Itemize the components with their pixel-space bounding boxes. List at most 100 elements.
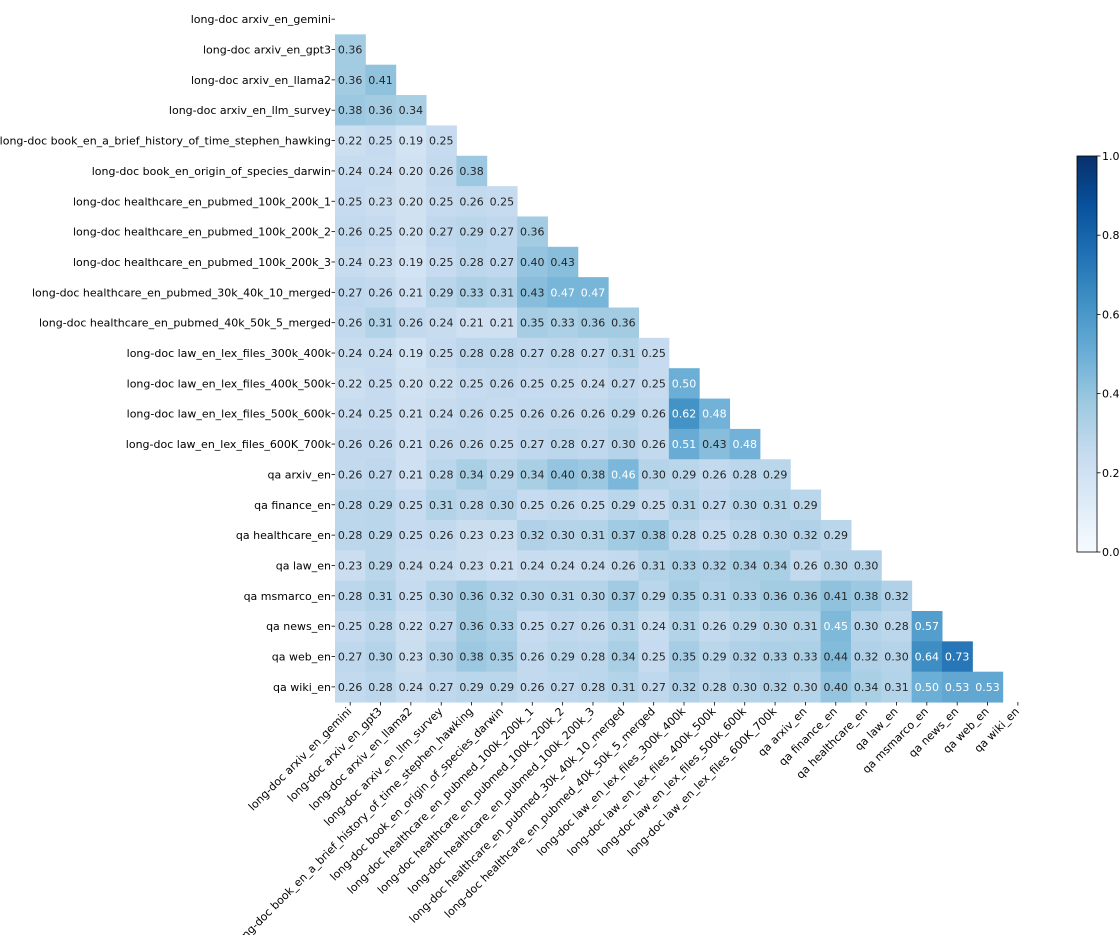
cell-value-label: 0.27 (581, 438, 606, 451)
heatmap-cell (395, 489, 427, 521)
cell-value-label: 0.23 (338, 559, 363, 572)
heatmap-cell (517, 246, 548, 278)
cell-value-label: 0.32 (520, 529, 545, 542)
cell-value-label: 0.38 (854, 590, 879, 603)
cell-value-label: 0.62 (672, 408, 697, 421)
y-tick-label: qa web_en (272, 651, 331, 664)
heatmap-cell (820, 519, 852, 551)
cell-value-label: 0.35 (672, 590, 697, 603)
heatmap-cell (547, 459, 579, 491)
heatmap-cell (486, 459, 518, 491)
heatmap-cell (395, 337, 427, 369)
cell-value-label: 0.24 (429, 559, 454, 572)
cell-value-label: 0.26 (368, 438, 393, 451)
cell-value-label: 0.37 (611, 590, 636, 603)
cell-value-label: 0.31 (641, 559, 666, 572)
cell-value-label: 0.33 (459, 286, 484, 299)
cell-value-label: 0.26 (429, 529, 454, 542)
heatmap-cell (699, 550, 731, 582)
heatmap-cell (759, 489, 791, 521)
heatmap-cell (517, 428, 548, 460)
heatmap-cell (790, 641, 822, 673)
cell-value-label: 0.28 (459, 347, 484, 360)
heatmap-cell (668, 459, 700, 491)
heatmap-cell (517, 641, 548, 673)
heatmap-cell (395, 368, 427, 400)
cell-value-label: 0.31 (429, 499, 454, 512)
cell-value-label: 0.48 (702, 408, 727, 421)
cell-value-label: 0.30 (824, 559, 849, 572)
heatmap-cell (456, 398, 488, 430)
cell-value-label: 0.28 (732, 529, 757, 542)
heatmap-cell (577, 550, 609, 582)
cell-value-label: 0.24 (338, 347, 363, 360)
cell-value-label: 0.35 (520, 317, 545, 330)
cell-value-label: 0.36 (459, 590, 484, 603)
cell-value-label: 0.28 (459, 256, 484, 269)
heatmap-cell (547, 489, 579, 521)
heatmap-cell (486, 368, 518, 400)
cell-value-label: 0.25 (641, 377, 666, 390)
cell-value-label: 0.36 (763, 590, 788, 603)
cell-value-label: 0.31 (793, 620, 818, 633)
cell-value-label: 0.25 (520, 620, 545, 633)
cell-value-label: 0.43 (702, 438, 727, 451)
heatmap-cell (335, 428, 366, 460)
cell-value-label: 0.25 (641, 347, 666, 360)
cell-value-label: 0.30 (368, 651, 393, 664)
heatmap-cell (335, 34, 366, 66)
cell-value-label: 0.26 (338, 681, 363, 694)
cell-value-label: 0.25 (368, 135, 393, 148)
heatmap-cell (608, 368, 639, 400)
heatmap-cell (668, 489, 700, 521)
cell-value-label: 0.25 (641, 499, 666, 512)
heatmap-cell (850, 641, 882, 673)
heatmap-cell (395, 459, 427, 491)
heatmap-cell (911, 611, 943, 642)
cell-value-label: 0.27 (520, 347, 545, 360)
heatmap-cell (456, 641, 488, 673)
heatmap-cell (608, 307, 639, 339)
cell-value-label: 0.33 (793, 651, 818, 664)
heatmap-cell (699, 611, 731, 642)
cell-value-label: 0.31 (490, 286, 515, 299)
cell-value-label: 0.26 (702, 468, 727, 481)
cell-value-label: 0.26 (338, 226, 363, 239)
cell-value-label: 0.26 (338, 317, 363, 330)
heatmap-cell (638, 580, 670, 612)
heatmap-cell (699, 641, 731, 673)
heatmap-cell (517, 216, 548, 248)
heatmap-cell (577, 611, 609, 642)
heatmap-cell (335, 125, 366, 157)
cell-value-label: 0.25 (399, 590, 424, 603)
heatmap-cell (547, 641, 579, 673)
heatmap-cell (638, 519, 670, 551)
cell-value-label: 0.25 (520, 499, 545, 512)
heatmap-cell (365, 307, 397, 339)
cell-value-label: 0.24 (338, 408, 363, 421)
heatmap-cell (638, 398, 670, 430)
heatmap-cell (881, 671, 913, 703)
cell-value-label: 0.30 (520, 590, 545, 603)
cell-value-label: 0.25 (550, 377, 575, 390)
cell-value-label: 0.24 (429, 317, 454, 330)
cell-value-label: 0.33 (490, 620, 515, 633)
cell-value-label: 0.32 (702, 559, 727, 572)
cell-value-label: 0.36 (581, 317, 606, 330)
colorbar-tick-label: 0.2 (1102, 467, 1120, 480)
heatmap-cell (426, 428, 457, 460)
heatmap-cell (729, 611, 761, 642)
heatmap-cell (547, 611, 579, 642)
heatmap-cell (608, 611, 639, 642)
heatmap-cell (577, 307, 609, 339)
cell-value-label: 0.28 (338, 499, 363, 512)
heatmap-cell (365, 671, 397, 703)
heatmap-cell (335, 671, 366, 703)
cell-value-label: 0.22 (399, 620, 424, 633)
heatmap-cell (850, 550, 882, 582)
cell-value-label: 0.26 (459, 195, 484, 208)
heatmap-cell (881, 580, 913, 612)
heatmap-cell (577, 398, 609, 430)
cell-value-label: 0.34 (520, 468, 545, 481)
